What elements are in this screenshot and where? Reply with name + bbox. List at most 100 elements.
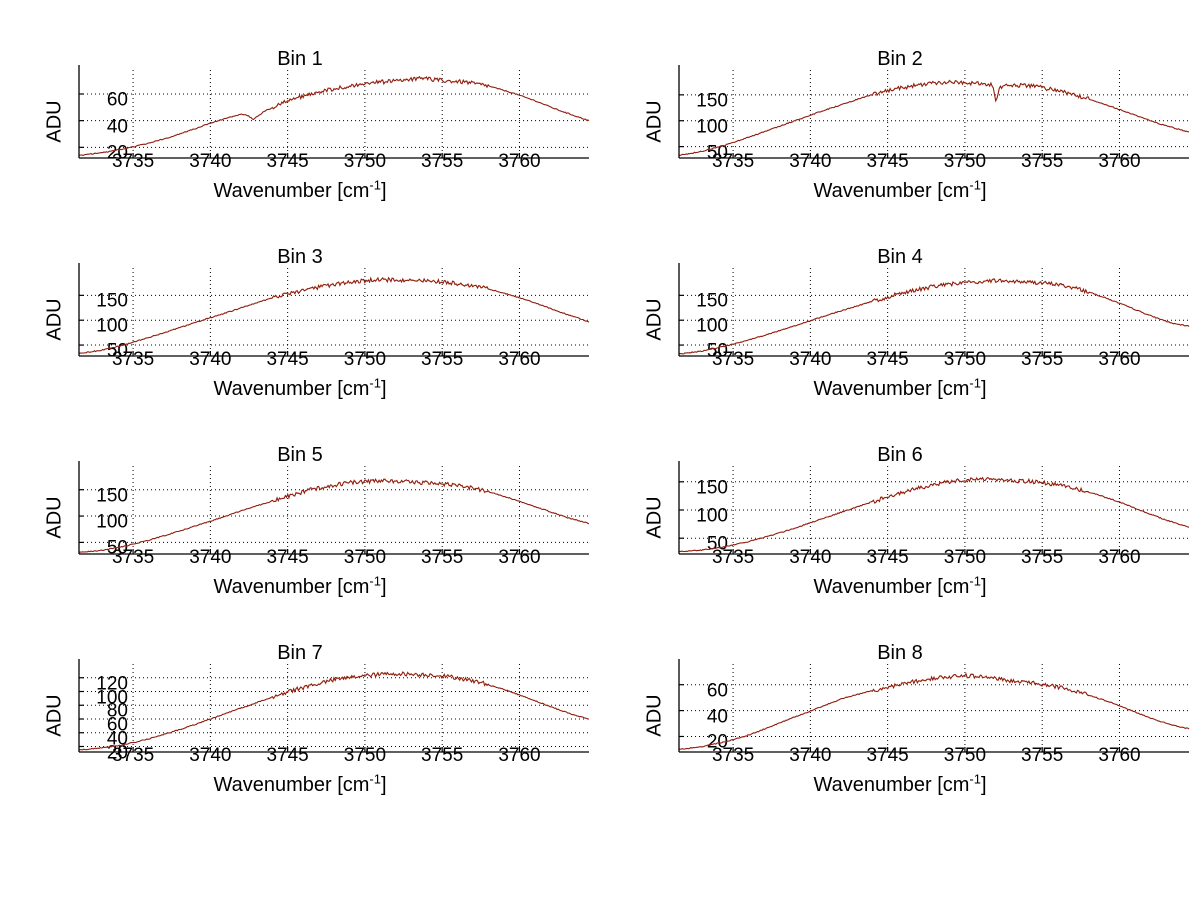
x-axis-label-bracket: ] xyxy=(980,180,987,202)
y-tick-label: 60 xyxy=(106,89,128,111)
y-tick-label: 150 xyxy=(696,290,728,312)
y-tick-label: 150 xyxy=(96,290,128,312)
x-tick-label: 3760 xyxy=(1098,745,1141,766)
subplot-title: Bin 2 xyxy=(877,48,923,70)
x-axis-label-exponent: -1 xyxy=(969,573,981,589)
y-tick-label: 40 xyxy=(106,728,128,750)
data-series-primary xyxy=(678,476,1190,553)
data-series-primary xyxy=(78,478,590,553)
subplot-title: Bin 3 xyxy=(277,246,323,268)
x-tick-label: 3760 xyxy=(498,349,541,370)
x-tick-label: 3755 xyxy=(421,151,464,172)
y-tick-label: 40 xyxy=(106,116,128,138)
y-tick-label: 60 xyxy=(706,680,728,702)
x-tick-label: 3760 xyxy=(1098,349,1141,370)
x-axis-label: Wavenumber [cm-1] xyxy=(600,376,1200,401)
subplot-bin-3: Bin 3 ADU 50 100 150 3735 3740 3745 3750 3755 3760… xyxy=(0,238,600,463)
x-tick-label: 3740 xyxy=(189,151,232,172)
subplot-bin-7: Bin 7 ADU 20 40 60 80 100 120 3735 3740 3745 3750 37… xyxy=(0,634,600,859)
y-tick-label: 150 xyxy=(696,477,728,499)
subplot-bin-2: Bin 2 ADU 50 100 150 3735 3740 3745 3750 3755 3760… xyxy=(600,40,1200,265)
x-axis-label: Wavenumber [cm-1] xyxy=(0,573,600,599)
x-tick-labels: 3735 3740 3745 3750 3755 3760 xyxy=(78,548,588,578)
subplot-title: Bin 5 xyxy=(277,444,323,466)
plot-area xyxy=(78,659,590,753)
y-tick-label: 100 xyxy=(696,315,728,337)
x-axis-label-text: Wavenumber [cm xyxy=(813,774,970,796)
y-tick-label: 150 xyxy=(696,90,728,112)
data-series-primary xyxy=(78,671,590,751)
x-tick-label: 3745 xyxy=(866,745,909,766)
data-series-secondary xyxy=(679,79,1190,156)
x-tick-label: 3755 xyxy=(421,349,464,370)
y-tick-labels: 50 100 150 xyxy=(60,466,132,562)
subplot-bin-4: Bin 4 ADU 50 100 150 3735 3740 3745 3750 3755 3760… xyxy=(600,238,1200,463)
x-tick-label: 3735 xyxy=(111,745,155,766)
y-tick-label: 80 xyxy=(106,700,128,722)
plot-area xyxy=(78,65,590,159)
x-axis-label: Wavenumber [cm-1] xyxy=(600,573,1200,599)
subplot-bin-1: Bin 1 ADU 20 40 60 3735 3740 3745 3750 3755 3760 Wa… xyxy=(0,40,600,265)
x-axis-label-bracket: ] xyxy=(980,576,987,598)
x-tick-label: 3760 xyxy=(498,745,541,766)
x-tick-label: 3755 xyxy=(1021,151,1064,172)
x-tick-label: 3735 xyxy=(711,349,755,370)
subplot-title: Bin 4 xyxy=(877,246,923,268)
data-series-primary xyxy=(678,672,1190,750)
x-tick-labels: 3735 3740 3745 3750 3755 3760 xyxy=(678,548,1188,578)
subplot-title: Bin 1 xyxy=(277,48,323,70)
subplot-title: Bin 6 xyxy=(877,444,923,466)
subplot-title: Bin 8 xyxy=(877,642,923,664)
x-axis-label-bracket: ] xyxy=(380,378,387,400)
data-series-secondary xyxy=(78,670,590,751)
x-tick-label: 3760 xyxy=(1098,547,1141,568)
x-tick-labels: 3735 3740 3745 3750 3755 3760 xyxy=(678,350,1188,380)
x-tick-label: 3740 xyxy=(789,547,832,568)
x-axis-label: Wavenumber [cm-1] xyxy=(0,771,600,797)
x-axis-label: Wavenumber [cm-1] xyxy=(0,177,600,203)
x-axis-label-exponent: -1 xyxy=(369,177,381,193)
x-tick-label: 3745 xyxy=(866,349,909,370)
y-tick-label: 100 xyxy=(96,511,128,533)
y-tick-label: 50 xyxy=(106,537,128,559)
x-tick-label: 3745 xyxy=(866,151,909,172)
x-tick-label: 3735 xyxy=(111,349,155,370)
x-tick-label: 3740 xyxy=(189,745,232,766)
plot-area xyxy=(678,65,1190,159)
data-series-primary xyxy=(78,276,590,354)
x-tick-label: 3750 xyxy=(343,547,387,568)
x-tick-label: 3750 xyxy=(343,151,387,172)
x-axis-label-text: Wavenumber [cm xyxy=(813,180,970,202)
x-axis-label: Wavenumber [cm-1] xyxy=(0,376,600,401)
plot-area xyxy=(78,461,590,555)
x-tick-label: 3745 xyxy=(266,151,309,172)
y-tick-label: 150 xyxy=(96,485,128,507)
x-tick-label: 3745 xyxy=(266,547,309,568)
x-axis-label-exponent: -1 xyxy=(369,771,381,787)
x-tick-label: 3735 xyxy=(711,151,755,172)
x-tick-labels: 3735 3740 3745 3750 3755 3760 xyxy=(78,152,588,182)
data-series-primary xyxy=(678,79,1190,156)
x-tick-label: 3740 xyxy=(789,151,832,172)
x-tick-label: 3755 xyxy=(1021,547,1064,568)
x-axis-label-text: Wavenumber [cm xyxy=(213,576,370,598)
y-tick-label: 100 xyxy=(96,315,128,337)
x-tick-label: 3760 xyxy=(498,151,541,172)
x-tick-label: 3735 xyxy=(111,547,155,568)
data-series-secondary xyxy=(78,276,590,354)
data-series-secondary xyxy=(678,476,1190,553)
x-tick-label: 3750 xyxy=(943,151,987,172)
x-tick-label: 3755 xyxy=(1021,349,1064,370)
x-tick-label: 3745 xyxy=(266,745,309,766)
x-axis-label-bracket: ] xyxy=(980,378,987,400)
y-tick-label: 60 xyxy=(106,714,128,736)
x-axis-label-exponent: -1 xyxy=(969,177,981,193)
plot-area xyxy=(678,263,1190,357)
x-axis-label-bracket: ] xyxy=(980,774,987,796)
x-tick-label: 3750 xyxy=(343,745,387,766)
subplot-bin-5: Bin 5 ADU 50 100 150 3735 3740 3745 3750 3755 3760… xyxy=(0,436,600,661)
x-axis-label-exponent: -1 xyxy=(369,573,381,589)
x-axis-label: Wavenumber [cm-1] xyxy=(600,177,1200,203)
x-axis-label-bracket: ] xyxy=(380,576,387,598)
